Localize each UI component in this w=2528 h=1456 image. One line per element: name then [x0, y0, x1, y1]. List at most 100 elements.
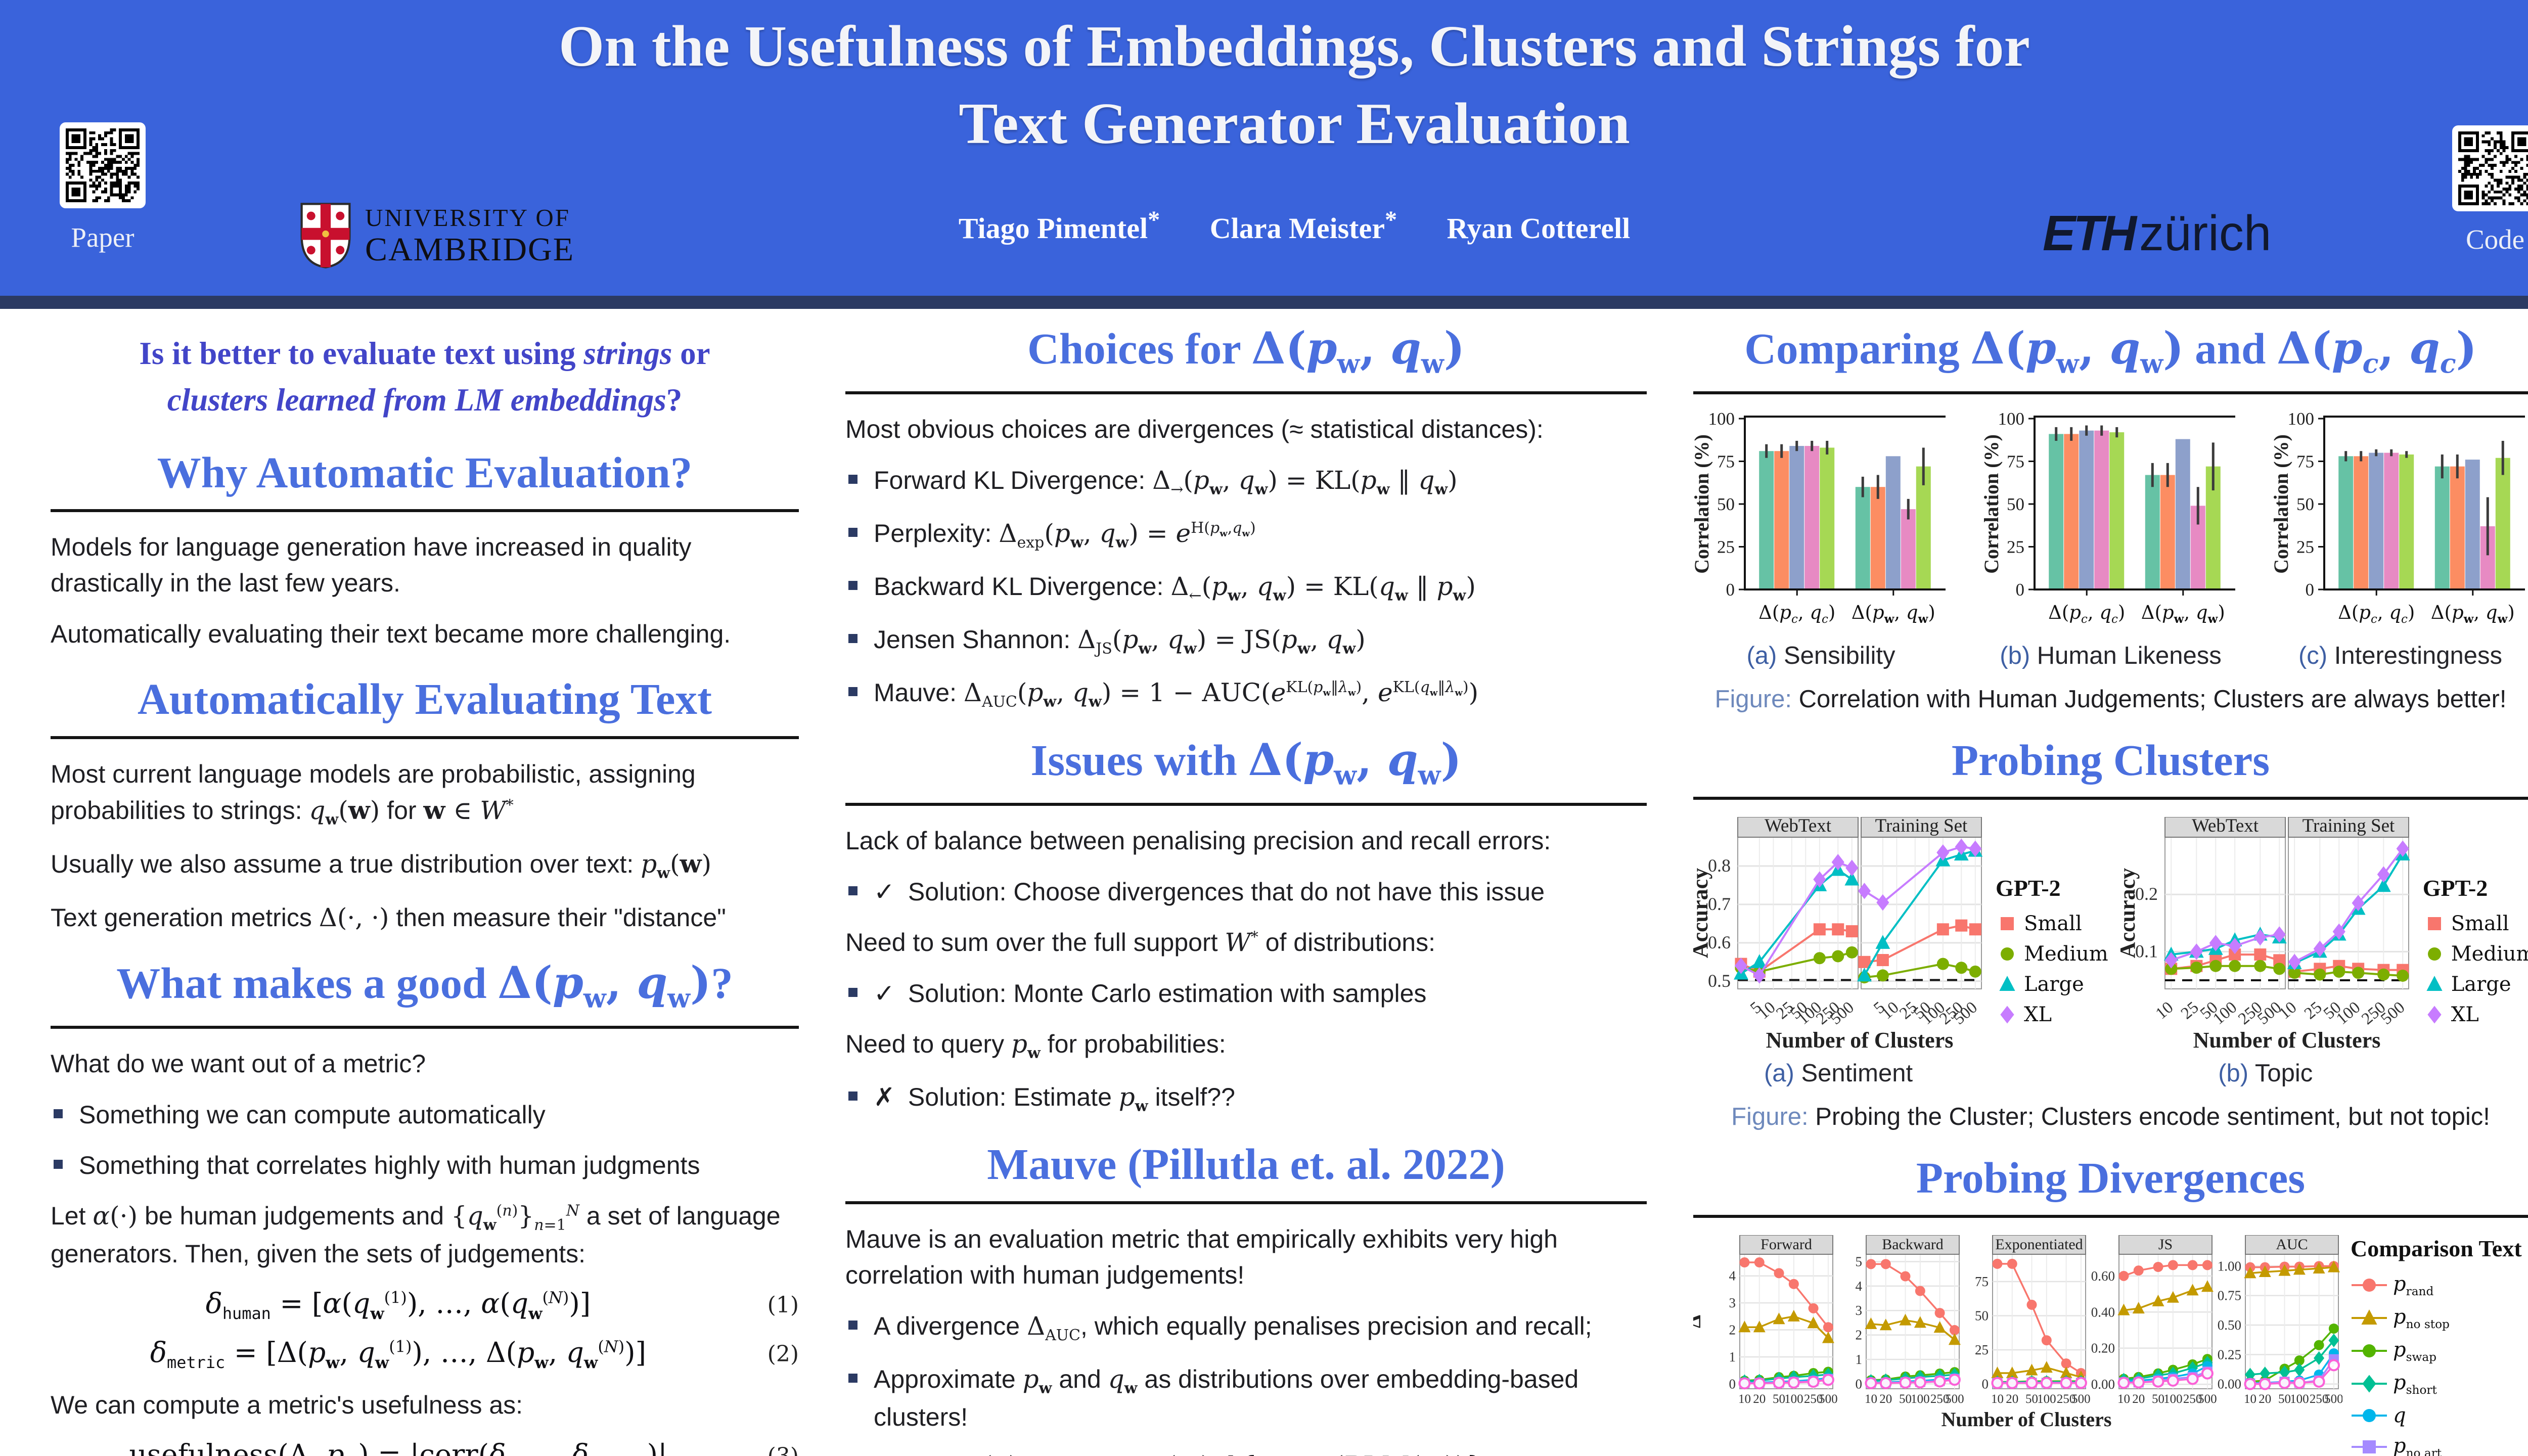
check-icon: ✓	[874, 978, 895, 1008]
poster-body: Is it better to evaluate text using stri…	[0, 324, 2528, 1456]
svg-text:250: 250	[2310, 1392, 2329, 1406]
svg-text:75: 75	[1975, 1274, 1989, 1289]
svg-text:100: 100	[2288, 412, 2315, 429]
section-rule	[1693, 391, 2528, 394]
svg-text:0.5: 0.5	[1708, 971, 1731, 991]
svg-text:3: 3	[1729, 1295, 1736, 1310]
svg-text:2: 2	[1729, 1322, 1736, 1337]
chart-caption: (b) Topic	[2218, 1060, 2313, 1087]
section-rule	[1693, 1214, 2528, 1218]
chart-caption: (a) Sensibility	[1746, 642, 1895, 669]
equation-3: usefulness(Δ, pw) = |corr(δhuman, δmetri…	[51, 1438, 799, 1456]
svg-text:20: 20	[1753, 1392, 1766, 1406]
paragraph: Most obvious choices are divergences (≈ …	[845, 415, 1544, 443]
list-item: Something we can compute automatically	[51, 1097, 799, 1132]
svg-text:20: 20	[2259, 1392, 2271, 1406]
svg-text:75: 75	[2296, 451, 2314, 471]
cambridge-wordmark: UNIVERSITY OF CAMBRIDGE	[365, 203, 575, 268]
section-rule	[845, 1201, 1647, 1204]
figure-caption: Figure: Probing the Cluster; Clusters en…	[1731, 1103, 2490, 1131]
svg-text:0: 0	[1856, 1376, 1863, 1391]
equation-number: (3)	[746, 1443, 799, 1456]
svg-text:Number of Clusters: Number of Clusters	[1766, 1028, 1954, 1052]
paragraph: Mauve is an evaluation metric that empir…	[845, 1224, 1558, 1289]
probing-cluster-charts: WebText 5 10 25 50 100 250 500 Training Set 5 10 25…	[1688, 815, 2528, 1087]
svg-text:4: 4	[1856, 1279, 1863, 1294]
svg-text:250: 250	[2057, 1392, 2075, 1406]
svg-text:2: 2	[1856, 1327, 1863, 1342]
svg-text:0.2: 0.2	[2135, 884, 2158, 904]
chart-caption: (a) Sentiment	[1764, 1060, 1913, 1087]
equation-2: δmetric = [Δ(pw, qw(1)), …, Δ(pw, qw(N))…	[150, 1336, 799, 1373]
poster-title: On the Usefulness of Embeddings, Cluster…	[0, 8, 2528, 163]
interestingness-chart: 0 25 50 75 100 Correlation (%) Δ(pc, qc) Δ(pw, …	[2270, 409, 2528, 670]
svg-text:500: 500	[2071, 1392, 2091, 1406]
figure-caption: Figure: Correlation with Human Judgement…	[1714, 685, 2507, 713]
svg-text:AUC: AUC	[2276, 1236, 2308, 1253]
section-heading-probing-divergences: Probing Divergences	[1916, 1153, 2306, 1203]
paragraph: Automatically evaluating their text beca…	[51, 620, 731, 649]
section-heading-comparing: Comparing Δ(pw, qw) and Δ(pc, qc)	[1744, 322, 2477, 380]
svg-text:500: 500	[2198, 1392, 2217, 1406]
svg-text:0.7: 0.7	[1708, 894, 1731, 914]
right-column: Comparing Δ(pw, qw) and Δ(pc, qc) 0 25 50 7…	[1682, 322, 2528, 1456]
paper-qr-label: Paper	[71, 222, 134, 253]
human-likeness-chart: 0 25 50 75 100 Correlation (%) Δ(pc, qc) Δ(pw, …	[1980, 409, 2238, 670]
svg-text:0.60: 0.60	[2091, 1268, 2115, 1284]
svg-text:Correlation (%): Correlation (%)	[1693, 434, 1713, 574]
paper-qr-code	[60, 122, 146, 208]
svg-text:500: 500	[1819, 1392, 1838, 1406]
svg-text:0.8: 0.8	[1708, 855, 1731, 876]
svg-text:JS: JS	[2158, 1236, 2173, 1253]
list-item: Forward KL Divergence: Δ→(pw, qw) = KL(p…	[845, 463, 1647, 500]
poster-header: On the Usefulness of Embeddings, Cluster…	[0, 0, 2528, 296]
svg-text:1: 1	[1729, 1349, 1736, 1364]
correlation-bar-charts: 0 25 50 75 100 Correlation (%) Δ(pc, qc) Δ(pw, …	[1690, 409, 2528, 670]
mauve-points: A divergence ΔAUC, which equally penalis…	[845, 1308, 1647, 1435]
svg-text:250: 250	[1930, 1392, 1950, 1406]
svg-text:3: 3	[1856, 1303, 1863, 1318]
probing-divergence-charts: 0 1 2 3 4 Forward 10 20 50 100 250 500 0 1 2 3 4 5 Backwar…	[1682, 1234, 2528, 1456]
paragraph: Let α(·) be human judgements and {qw(n)}…	[51, 1201, 781, 1268]
section-heading-why-automatic-evaluation: Why Automatic Evaluation?	[157, 447, 693, 497]
svg-text:10: 10	[2244, 1392, 2256, 1406]
svg-text:250: 250	[2183, 1392, 2202, 1406]
list-item: Mauve: ΔAUC(pw, qw) = 1 − AUC(eKL(pw‖λw)…	[845, 675, 1647, 713]
equation-1: δhuman = [α(qw(1)), …, α(qw(N))] (1)	[205, 1287, 799, 1324]
author-2: Clara Meister*	[1209, 207, 1397, 245]
section-heading-choices: Choices for Δ(pw, qw)	[1027, 322, 1465, 380]
svg-text:500: 500	[2324, 1392, 2342, 1406]
svg-text:Δ(pw, qw): Δ(pw, qw)	[2141, 602, 2225, 626]
poster-question: Is it better to evaluate text using stri…	[139, 336, 710, 418]
svg-text:0.00: 0.00	[2091, 1377, 2115, 1392]
divergences-chart: 0 1 2 3 4 Forward 10 20 50 100 250 500 0 1 2 3 4 5 Backwar…	[1682, 1234, 2343, 1456]
svg-text:20: 20	[2006, 1392, 2018, 1406]
svg-text:10: 10	[1991, 1392, 2004, 1406]
svg-text:4: 4	[1729, 1268, 1736, 1283]
svg-text:0.1: 0.1	[2135, 941, 2158, 962]
svg-text:1: 1	[1856, 1352, 1863, 1367]
svg-text:25: 25	[1975, 1342, 1989, 1357]
svg-text:Correlation (%): Correlation (%)	[1983, 434, 2003, 574]
svg-text:10: 10	[2152, 998, 2177, 1023]
svg-text:50: 50	[1717, 494, 1735, 514]
svg-text:0.6: 0.6	[1708, 932, 1731, 952]
svg-text:100: 100	[1998, 412, 2025, 429]
equation-number: (2)	[767, 1341, 799, 1368]
paragraph: Most current language models are probabi…	[51, 759, 696, 829]
svg-text:50: 50	[2296, 494, 2314, 514]
svg-text:50: 50	[1899, 1392, 1912, 1406]
list-item: Approximate pw and qw as distributions o…	[845, 1361, 1647, 1435]
svg-text:250: 250	[1804, 1392, 1823, 1406]
paragraph: Usually we also assume a true distributi…	[51, 849, 712, 883]
svg-text:50: 50	[1773, 1392, 1785, 1406]
section-rule	[1693, 797, 2528, 800]
paragraph: Need to query pw for probabilities:	[845, 1029, 1226, 1062]
authors: Tiago Pimentel* Clara Meister* Ryan Cott…	[0, 206, 2528, 245]
code-qr-code	[2452, 125, 2528, 211]
cross-icon: ✗	[874, 1082, 895, 1112]
section-heading-automatically-evaluating-text: Automatically Evaluating Text	[138, 674, 712, 724]
header-divider	[0, 296, 2528, 309]
svg-text:25: 25	[2007, 537, 2024, 557]
